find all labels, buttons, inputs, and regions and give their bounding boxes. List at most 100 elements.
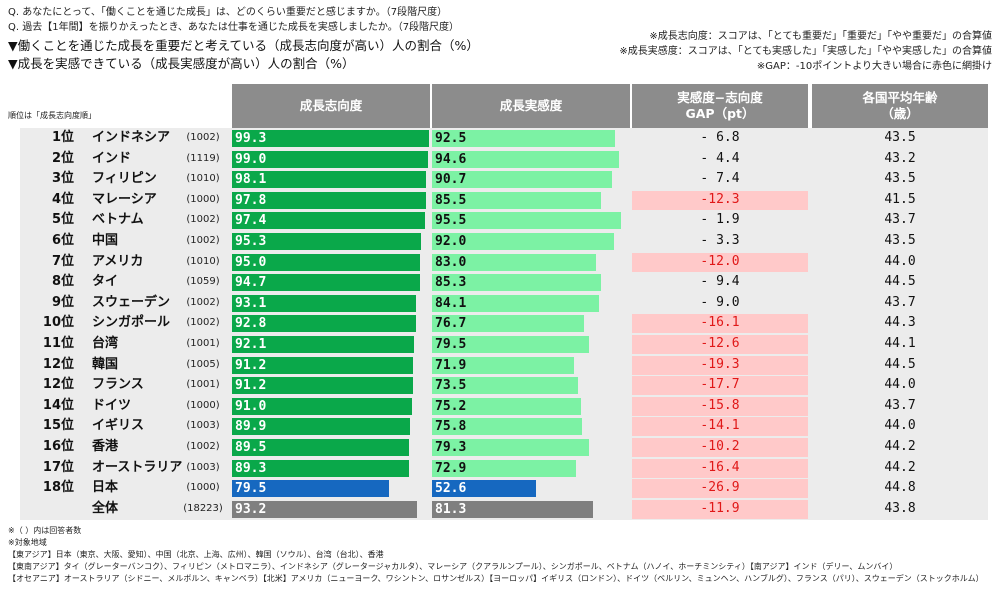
- country-cell: 韓国: [92, 356, 119, 372]
- rank-order-note: 順位は「成長志向度順」: [8, 111, 96, 120]
- average-age: 44.0: [884, 377, 916, 393]
- table-row: 16位 香港 (1002) 89.5 79.3 -10.2 44.2: [0, 437, 1000, 458]
- gap-value: -26.9: [700, 480, 740, 496]
- average-age: 41.5: [884, 191, 916, 207]
- realization-bar: 85.5: [432, 191, 602, 209]
- respondent-count: (1000): [186, 399, 220, 411]
- realization-bar: 85.3: [432, 274, 601, 292]
- respondent-count: (1001): [186, 338, 220, 349]
- orientation-bar: 89.5: [232, 439, 410, 456]
- orientation-bar: 92.1: [232, 336, 415, 353]
- country-cell: 日本: [92, 480, 119, 496]
- average-age: 44.1: [884, 336, 916, 351]
- realization-value: 85.3: [435, 275, 467, 291]
- header-orientation: 成長志向度: [232, 84, 430, 128]
- rank-cell: 9位: [51, 294, 74, 310]
- country-cell: 香港: [92, 439, 119, 454]
- gap-value: - 7.4: [700, 171, 740, 187]
- rank-cell: 14位: [42, 397, 74, 413]
- realization-value: 84.1: [435, 295, 467, 311]
- gap-value: -12.6: [700, 336, 740, 351]
- gap-highlight: [632, 458, 808, 478]
- orientation-bar: 95.3: [232, 233, 421, 250]
- question-2: Q. 過去【1年間】を振りかえったとき、あなたは仕事を通じた成長を実感しましたか…: [8, 22, 460, 33]
- country-cell: タイ: [92, 274, 119, 290]
- table-row: 12位 フランス (1001) 91.2 73.5 -17.7 44.0: [0, 375, 1000, 396]
- realization-bar: 79.5: [432, 336, 590, 353]
- respondent-count: (1000): [186, 193, 220, 205]
- header-realization-label: 成長実感度: [499, 98, 563, 113]
- rank-cell: 10位: [42, 315, 74, 331]
- orientation-value: 89.9: [235, 419, 267, 435]
- realization-value: 81.3: [435, 501, 467, 517]
- rank-cell: 4位: [51, 191, 74, 207]
- rank-cell: 6位: [51, 233, 74, 248]
- country-cell: 中国: [92, 233, 119, 248]
- gap-highlight: [632, 190, 808, 210]
- gap-value: - 6.8: [700, 130, 740, 145]
- realization-bar: 73.5: [432, 377, 578, 395]
- realization-bar: 72.9: [432, 459, 577, 477]
- country-cell: 全体: [92, 500, 119, 516]
- realization-value: 73.5: [435, 378, 467, 394]
- average-age: 44.3: [884, 315, 916, 331]
- country-cell: 台湾: [92, 336, 119, 351]
- rank-cell: 7位: [51, 253, 74, 269]
- gap-highlight: [632, 499, 808, 519]
- gap-value: -15.8: [700, 397, 740, 413]
- table-row: 6位 中国 (1002) 95.3 92.0 - 3.3 43.5: [0, 231, 1000, 252]
- realization-bar: 79.3: [432, 439, 589, 456]
- country-cell: イギリス: [92, 418, 145, 434]
- header-realization: 成長実感度: [432, 84, 630, 128]
- country-cell: アメリカ: [92, 253, 144, 269]
- orientation-value: 97.8: [235, 192, 267, 208]
- respondent-count: (1002): [186, 296, 220, 308]
- orientation-bar: 93.1: [232, 294, 417, 312]
- header-age: 各国平均年齢 （歳）: [812, 84, 988, 128]
- orientation-bar: 91.2: [232, 356, 413, 374]
- gap-value: -11.9: [700, 500, 740, 516]
- rank-cell: 18位: [42, 480, 74, 496]
- realization-value: 95.5: [435, 213, 467, 229]
- orientation-bar: 99.0: [232, 150, 429, 168]
- orientation-bar: 79.5: [232, 480, 390, 498]
- orientation-bar: 91.0: [232, 397, 413, 415]
- average-age: 44.8: [884, 480, 916, 496]
- respondent-count: (1003): [186, 420, 220, 432]
- footnote-southeast-south-asia: 【東南アジア】タイ（グレーターバンコク）、フィリピン（メトロマニラ）、インドネシ…: [8, 562, 898, 571]
- table-row: 10位 シンガポール (1002) 92.8 76.7 -16.1 44.3: [0, 313, 1000, 334]
- realization-value: 75.2: [435, 398, 467, 414]
- gap-value: - 9.0: [700, 294, 740, 310]
- footnote-oceania-america-europe: 【オセアニア】オーストラリア（シドニー、メルボルン、キャンベラ）【北米】アメリカ…: [8, 574, 984, 583]
- average-age: 43.2: [884, 150, 916, 166]
- gap-highlight: [632, 396, 808, 416]
- average-age: 43.7: [884, 294, 916, 310]
- average-age: 43.7: [884, 212, 916, 228]
- table-row: 14位 ドイツ (1000) 91.0 75.2 -15.8 43.7: [0, 396, 1000, 417]
- country-cell: フィリピン: [92, 171, 157, 187]
- orientation-bar: 97.8: [232, 191, 426, 209]
- rank-cell: 11位: [42, 336, 74, 351]
- orientation-value: 89.3: [235, 460, 267, 476]
- gap-value: -12.3: [700, 191, 740, 207]
- average-age: 44.2: [884, 439, 916, 454]
- orientation-value: 91.0: [235, 398, 267, 414]
- respondent-count: (1002): [186, 441, 220, 452]
- realization-bar: 94.6: [432, 150, 620, 168]
- rank-cell: 15位: [42, 418, 74, 434]
- gap-value: - 4.4: [700, 150, 740, 166]
- average-age: 44.2: [884, 459, 916, 475]
- orientation-bar: 98.1: [232, 171, 427, 189]
- rank-cell: 8位: [51, 274, 74, 290]
- respondent-count: (1002): [186, 132, 220, 143]
- subtitle-realization: ▼成長を実感できている（成長実感度が高い）人の割合（%）: [8, 56, 355, 71]
- orientation-value: 92.8: [235, 316, 267, 332]
- realization-bar: 75.2: [432, 397, 581, 415]
- table-row: 3位 フィリピン (1010) 98.1 90.7 - 7.4 43.5: [0, 169, 1000, 190]
- table-row: 17位 オーストラリア (1003) 89.3 72.9 -16.4 44.2: [0, 458, 1000, 479]
- orientation-value: 93.2: [235, 501, 267, 517]
- table-row: 12位 韓国 (1005) 91.2 71.9 -19.3 44.5: [0, 355, 1000, 376]
- realization-value: 85.5: [435, 192, 467, 208]
- table-row: 全体 (18223) 93.2 81.3 -11.9 43.8: [0, 499, 1000, 520]
- header-gap-line2: GAP（pt）: [685, 106, 755, 121]
